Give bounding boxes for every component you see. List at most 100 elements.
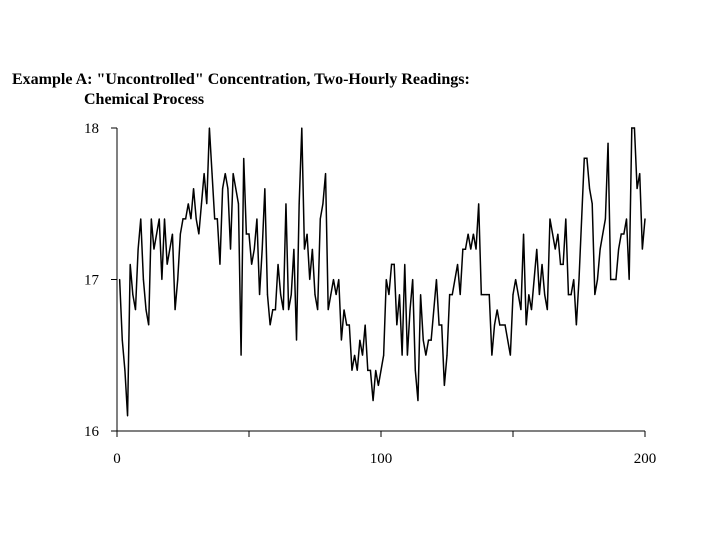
data-point [214,218,216,220]
chart-title-line-1: Example A: "Uncontrolled" Concentration,… [12,71,470,88]
data-point [618,248,620,250]
data-point [393,263,395,265]
data-point [604,218,607,220]
data-point [433,309,435,311]
data-point [137,248,139,250]
data-point [425,354,427,356]
data-point [615,278,617,281]
data-point [258,294,261,296]
data-point [158,218,160,220]
data-point [224,172,226,175]
data-point [208,127,210,129]
data-point [499,324,501,326]
data-point [372,400,374,402]
data-point [232,172,234,175]
data-point [148,324,150,326]
data-point [438,324,440,326]
data-point [414,369,416,371]
data-point [198,233,200,235]
data-point [311,248,313,250]
data-point [182,218,184,220]
data-point [277,263,279,265]
data-point [309,278,311,281]
data-point [206,203,208,205]
data-point [293,248,295,250]
data-point [319,218,321,220]
data-point [274,309,276,311]
data-point [578,278,580,281]
data-point [129,263,131,265]
data-point [554,248,556,250]
data-point [264,188,266,190]
data-point [573,278,575,281]
data-point [332,278,335,281]
data-point [174,309,176,311]
y-tick-label-17: 17 [84,273,100,289]
data-point [443,384,445,387]
data-point [464,248,467,250]
data-point [216,218,218,220]
data-point [295,339,298,341]
data-point [409,309,411,311]
data-point [472,233,474,235]
data-point [541,263,543,265]
data-point [562,263,564,265]
data-point [467,233,469,235]
data-point [356,369,358,371]
data-point [420,294,422,296]
chart-title: Example A: "Uncontrolled" Concentration,… [12,70,470,110]
data-point [380,369,382,371]
data-point [314,294,316,296]
data-point [486,294,488,296]
data-point [261,248,263,250]
data-point [177,278,179,281]
data-point [248,233,250,235]
data-point [488,294,490,296]
data-point [161,278,163,281]
y-tick-label-16: 16 [84,424,100,440]
data-point [285,203,287,205]
data-point [480,294,482,296]
data-point [227,188,229,190]
data-point [290,294,292,296]
data-point [570,294,572,296]
data-point [459,294,461,296]
data-point [385,278,387,281]
data-point [599,248,601,250]
data-point [475,248,477,250]
data-point [454,278,456,281]
data-point [591,203,593,205]
data-point [322,203,324,205]
data-point [145,309,147,311]
data-point [504,324,506,326]
chart-title-line-2: Chemical Process [84,91,205,108]
data-point [565,218,567,220]
data-point [536,248,538,250]
data-point [412,278,414,281]
data-point [557,233,559,235]
data-point [633,127,636,129]
data-point [549,218,551,220]
data-point [552,233,554,235]
y-tick-label-18: 18 [84,121,99,137]
data-point [401,354,403,356]
data-point [607,142,609,144]
data-point [187,203,189,205]
data-point [256,218,258,220]
data-point [179,233,181,235]
data-point [132,294,134,296]
data-point [517,294,519,296]
data-point [119,278,121,281]
data-point [377,384,379,387]
data-point [190,218,192,220]
series-line-0 [118,127,646,416]
data-point [335,294,337,296]
data-point [124,369,126,371]
data-point [544,294,546,296]
data-point [282,309,284,311]
data-point [538,294,541,296]
data-point [509,354,511,356]
data-point [351,369,353,371]
data-point [491,354,493,356]
data-point [406,354,408,356]
